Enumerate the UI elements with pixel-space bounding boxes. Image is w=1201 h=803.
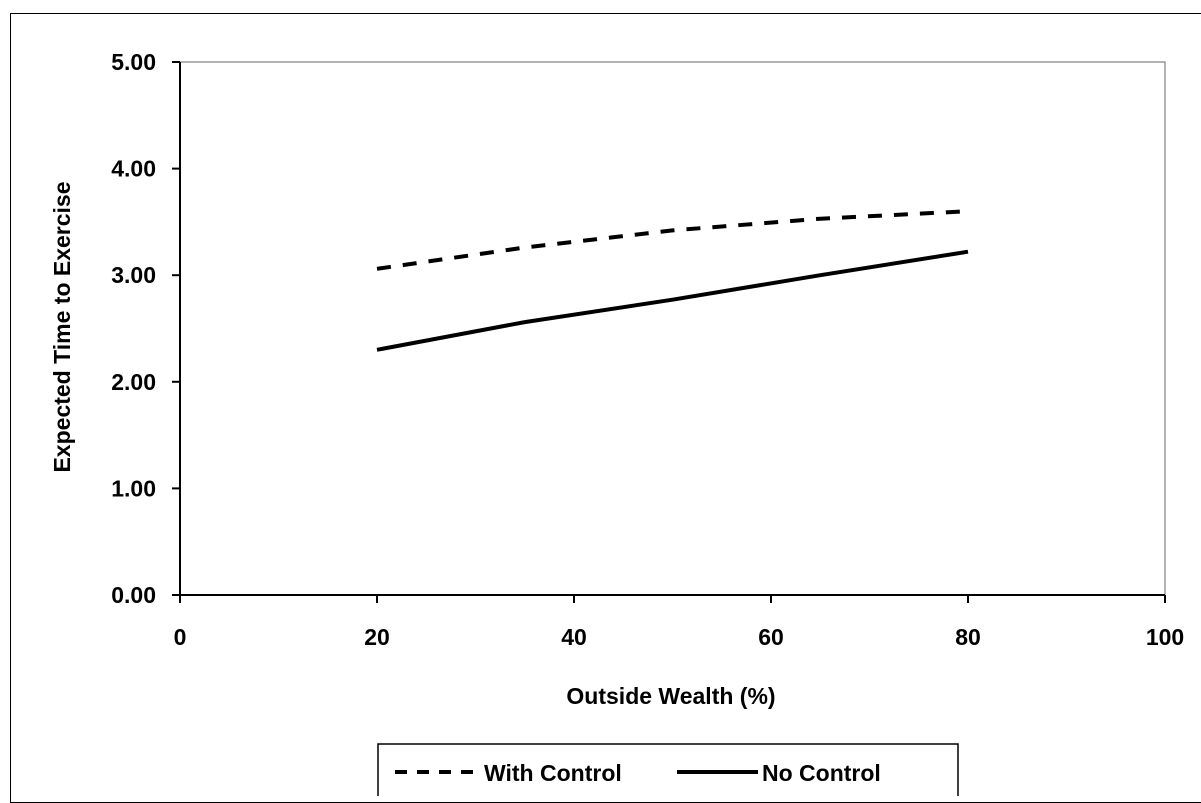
y-tick-label: 2.00 bbox=[111, 369, 156, 395]
x-axis-ticks: 0 20 40 60 80 100 bbox=[174, 595, 1184, 650]
x-tick-label: 20 bbox=[364, 624, 390, 650]
legend-label-with-control: With Control bbox=[484, 760, 622, 786]
x-axis-title: Outside Wealth (%) bbox=[566, 683, 775, 709]
y-tick-label: 3.00 bbox=[111, 262, 156, 288]
y-axis-ticks: 0.00 1.00 2.00 3.00 4.00 5.00 bbox=[111, 49, 180, 608]
plot-area-border bbox=[179, 61, 1166, 596]
x-tick-label: 60 bbox=[758, 624, 784, 650]
series-line-with-control bbox=[376, 209, 969, 271]
series-layer bbox=[376, 209, 969, 352]
plot-area bbox=[179, 61, 1166, 596]
y-tick-label: 1.00 bbox=[111, 475, 156, 501]
legend: With Control No Control bbox=[377, 743, 959, 796]
y-tick-label: 5.00 bbox=[111, 49, 156, 75]
legend-box bbox=[377, 743, 959, 796]
y-axis-title: Expected Time to Exercise bbox=[49, 181, 75, 472]
chart-frame bbox=[10, 13, 1201, 803]
x-tick-label: 100 bbox=[1146, 624, 1184, 650]
x-tick-label: 80 bbox=[955, 624, 981, 650]
y-tick-label: 4.00 bbox=[111, 156, 156, 182]
x-tick-label: 0 bbox=[174, 624, 187, 650]
series-line-no-control bbox=[376, 249, 969, 352]
legend-label-no-control: No Control bbox=[762, 760, 881, 786]
legend-item-no-control: No Control bbox=[677, 760, 881, 786]
y-tick-label: 0.00 bbox=[111, 582, 156, 608]
legend-item-with-control: With Control bbox=[395, 760, 622, 786]
x-tick-label: 40 bbox=[561, 624, 587, 650]
